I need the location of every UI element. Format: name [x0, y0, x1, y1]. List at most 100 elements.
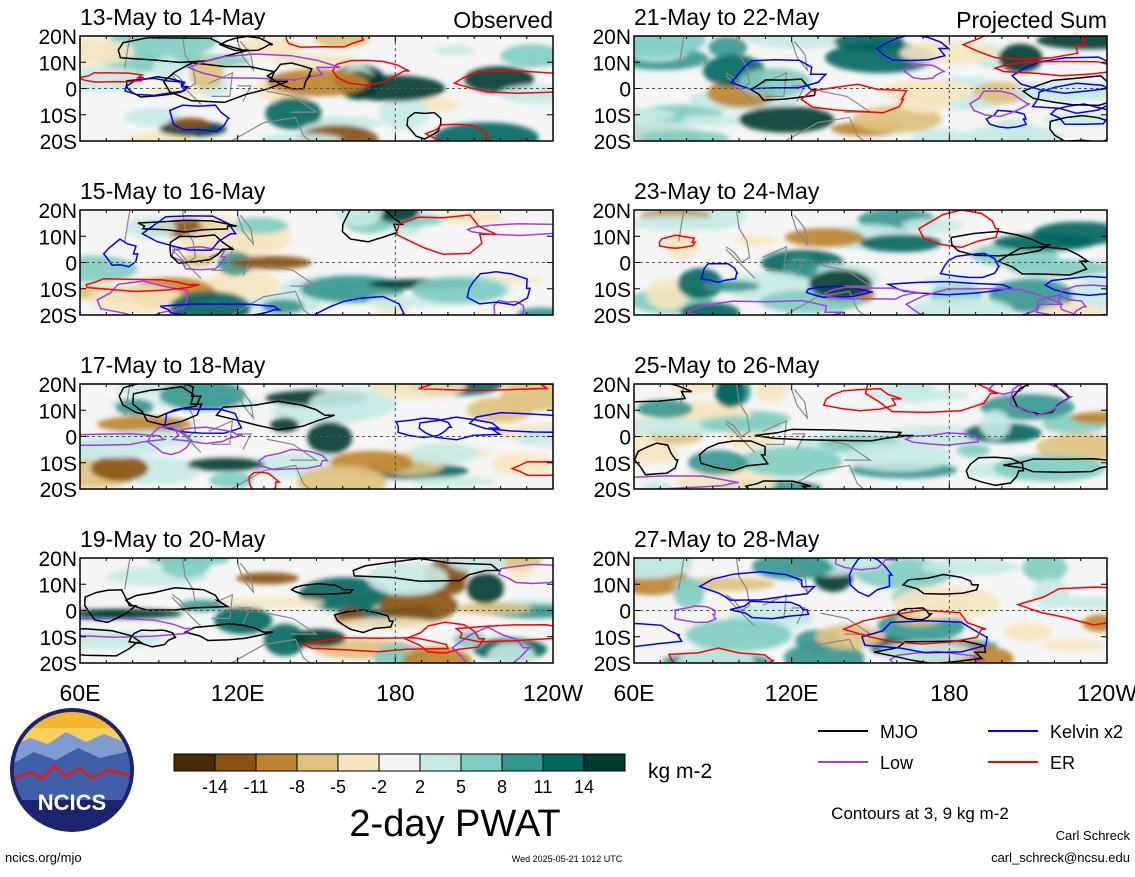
colorbar-swatch — [461, 754, 502, 771]
colorbar-swatch — [215, 754, 256, 771]
anomaly-blob — [1070, 412, 1135, 424]
panel-title: 19-May to 20-May — [80, 526, 266, 552]
y-tick-label: 0 — [65, 79, 77, 102]
colorbar-tick-label: 5 — [456, 777, 466, 797]
y-tick-label: 10N — [38, 52, 77, 75]
anomaly-blob — [700, 416, 783, 432]
anomaly-blob — [834, 32, 904, 52]
anomaly-blob — [307, 422, 352, 454]
anomaly-blob — [860, 234, 942, 252]
anomaly-blob — [368, 562, 449, 596]
anomaly-blob — [499, 85, 582, 104]
y-tick-label: 10N — [592, 400, 631, 423]
y-tick-label: 20S — [594, 305, 631, 328]
anomaly-blob — [517, 308, 567, 319]
anomaly-blob — [170, 291, 252, 324]
y-tick-label: 10S — [594, 105, 631, 128]
y-tick-label: 20S — [594, 479, 631, 502]
anomaly-blob — [921, 559, 1019, 576]
y-tick-label: 0 — [619, 79, 631, 102]
anomaly-blob — [963, 125, 1064, 148]
y-tick-label: 20N — [38, 374, 77, 397]
anomaly-blob — [270, 417, 299, 432]
anomaly-blob — [912, 129, 969, 147]
panel-title: 23-May to 24-May — [634, 178, 820, 204]
anomaly-blob — [643, 481, 672, 494]
x-tick-label: 120E — [211, 680, 265, 706]
anomaly-blob — [500, 44, 563, 67]
anomaly-blob — [686, 619, 792, 651]
anomaly-blob — [161, 552, 209, 578]
colorbar-tick-label: -5 — [330, 777, 346, 797]
anomaly-blob — [755, 379, 787, 403]
anomaly-blob — [957, 444, 990, 457]
y-tick-label: 20S — [594, 653, 631, 676]
ncics-logo: NCICS — [10, 708, 134, 832]
panel-label: Observed — [453, 7, 553, 33]
legend-label: MJO — [880, 722, 918, 742]
y-tick-label: 20N — [592, 26, 631, 49]
panel-title: 15-May to 16-May — [80, 178, 266, 204]
anomaly-blob — [467, 397, 533, 422]
y-tick-label: 20N — [592, 200, 631, 223]
y-tick-label: 20N — [592, 548, 631, 571]
anomaly-blob — [637, 400, 693, 419]
y-tick-label: 10N — [592, 52, 631, 75]
colorbar-tick-label: -14 — [202, 777, 228, 797]
anomaly-blob — [259, 133, 342, 147]
y-tick-label: 0 — [65, 427, 77, 450]
email-link[interactable]: carl_schreck@ncsu.edu — [991, 850, 1130, 865]
legend-label: ER — [1050, 753, 1075, 773]
y-tick-label: 0 — [619, 601, 631, 624]
anomaly-blob — [412, 277, 507, 304]
colorbar-tick-label: -11 — [244, 777, 269, 797]
x-tick-label: 120E — [765, 680, 819, 706]
anomaly-blob — [455, 603, 532, 615]
y-tick-label: 0 — [619, 253, 631, 276]
x-tick-label: 180 — [376, 680, 414, 706]
panel-label: Projected Sum — [956, 7, 1107, 33]
anomaly-blob — [371, 372, 466, 400]
anomaly-blob — [736, 235, 778, 245]
timestamp: Wed 2025-05-21 1012 UTC — [512, 854, 623, 864]
anomaly-blob — [1041, 639, 1106, 651]
panel-title: 25-May to 26-May — [634, 352, 820, 378]
anomaly-blob — [639, 130, 729, 145]
anomaly-blob — [221, 598, 324, 609]
anomaly-blob — [980, 410, 1010, 439]
colorbar-swatch — [174, 754, 215, 771]
anomaly-blob — [844, 442, 952, 471]
colorbar-tick-label: 8 — [497, 777, 507, 797]
y-tick-label: 10N — [38, 400, 77, 423]
site-link[interactable]: ncics.org/mjo — [5, 850, 82, 865]
x-tick-label: 120W — [523, 680, 583, 706]
legend-label: Low — [880, 753, 914, 773]
panel-title: 17-May to 18-May — [80, 352, 266, 378]
y-tick-label: 20S — [40, 305, 77, 328]
y-tick-label: 0 — [65, 601, 77, 624]
colorbar-swatch — [338, 754, 379, 771]
anomaly-blob — [993, 234, 1096, 251]
anomaly-blob — [1004, 623, 1052, 641]
y-tick-label: 20N — [38, 548, 77, 571]
x-tick-label: 180 — [930, 680, 968, 706]
units-label: kg m-2 — [648, 760, 712, 783]
y-tick-label: 10S — [40, 627, 77, 650]
anomaly-blob — [708, 36, 746, 58]
anomaly-blob — [715, 377, 746, 407]
y-tick-label: 10S — [40, 453, 77, 476]
colorbar-swatch — [379, 754, 420, 771]
anomaly-blob — [433, 45, 475, 55]
anomaly-blob — [893, 586, 999, 619]
anomaly-blob — [266, 69, 368, 96]
anomaly-blob — [91, 456, 149, 481]
